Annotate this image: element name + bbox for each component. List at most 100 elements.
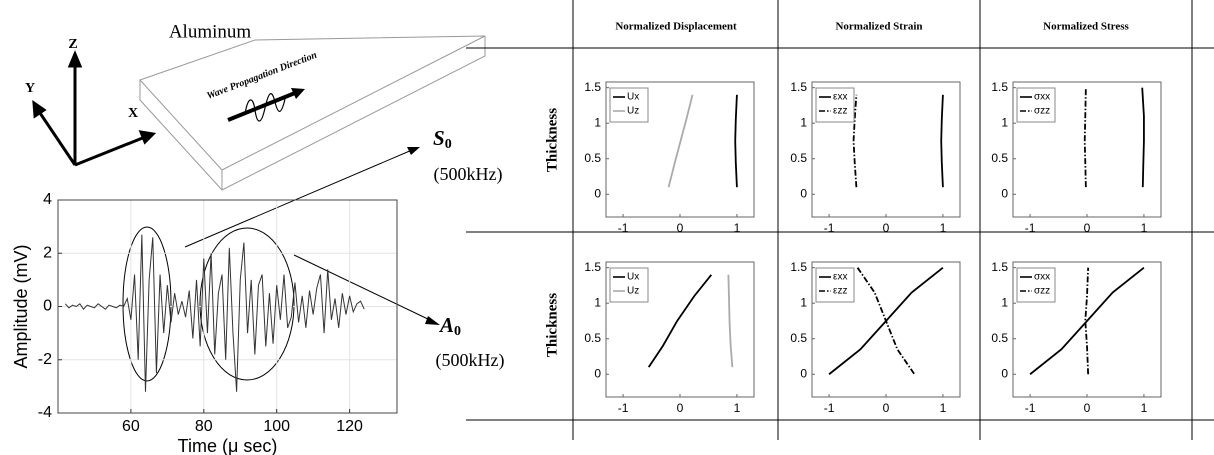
y-tick-label: 1.5 (584, 260, 601, 274)
column-header: Normalized Stress (1043, 21, 1129, 33)
x-tick-label: 0 (677, 401, 684, 415)
coordinate-axes (32, 50, 157, 167)
table-grid (466, 0, 1214, 440)
legend-box (609, 267, 649, 303)
legend-label: εzz (833, 286, 847, 297)
x-tick-label: 1 (940, 401, 947, 415)
legend-label: Uz (627, 106, 639, 117)
axis-y (36, 109, 77, 166)
y-tick-label: 1 (594, 115, 601, 129)
signal-line (64, 234, 365, 392)
y-tick-label: 0.5 (584, 331, 601, 345)
profile-line (1141, 87, 1145, 188)
y-tick-label: 1 (1001, 295, 1008, 309)
y-tick-label: 0 (800, 366, 807, 380)
x-tick-label: 0 (883, 221, 890, 235)
mode-label: S0 (433, 126, 452, 152)
profile-line (1029, 266, 1145, 375)
x-tick-label: 0 (883, 401, 890, 415)
profile-line (667, 94, 694, 188)
legend-label: εxx (833, 272, 847, 283)
x-tick-label: -1 (1025, 221, 1036, 235)
x-tick-label: 1 (1141, 221, 1148, 235)
x-tick-label: 60 (122, 418, 140, 435)
profile-line (852, 94, 858, 188)
mode-frequency: (500kHz) (434, 164, 503, 185)
x-tick-label: 120 (336, 418, 363, 435)
column-header: Normalized Strain (835, 21, 922, 33)
arrow-head (67, 50, 83, 68)
material-label: Aluminum (169, 21, 252, 42)
y-tick-label: 1 (800, 295, 807, 309)
x-tick-label: -1 (618, 401, 629, 415)
x-tick-label: 100 (263, 418, 290, 435)
profile-line (727, 274, 734, 368)
x-tick-label: 1 (1141, 401, 1148, 415)
plate (139, 35, 486, 191)
column-header: Normalized Displacement (615, 21, 737, 33)
y-tick-label: 0.5 (991, 151, 1008, 165)
legend-box (815, 87, 855, 123)
y-tick-label: 1 (594, 295, 601, 309)
x-tick-label: 1 (734, 401, 741, 415)
legend-label: σxx (1034, 92, 1050, 103)
y-tick-label: 0.5 (991, 331, 1008, 345)
x-tick-label: -1 (618, 221, 629, 235)
arrow-head (291, 88, 305, 99)
legend-label: σzz (1034, 106, 1050, 117)
y-tick-label: 2 (43, 244, 52, 261)
x-tick-label: 1 (940, 221, 947, 235)
row-label: Thickness (544, 293, 560, 357)
x-axis-label: Time (μ sec) (178, 436, 278, 455)
y-tick-label: 4 (43, 191, 52, 208)
arrow-head (407, 147, 420, 155)
mode-symbol: A (438, 313, 454, 337)
y-tick-label: 0 (800, 186, 807, 200)
y-tick-label: 1.5 (790, 260, 807, 274)
plot-frame (57, 199, 398, 414)
y-axis-label: Amplitude (mV) (11, 244, 31, 368)
y-tick-label: 0.5 (584, 151, 601, 165)
x-tick-label: -1 (1025, 401, 1036, 415)
y-tick-label: 0 (1001, 366, 1008, 380)
legend-label: Ux (627, 272, 639, 283)
legend-label: σxx (1034, 272, 1050, 283)
axis-label: Z (68, 37, 77, 52)
legend-label: Ux (627, 92, 639, 103)
y-tick-label: 1.5 (991, 80, 1008, 94)
s0-region (122, 226, 172, 382)
pointer-arrow (293, 254, 433, 322)
axis-label: X (128, 106, 138, 121)
y-tick-label: 0.5 (790, 331, 807, 345)
a0-region (199, 227, 295, 381)
profile-line (856, 267, 916, 375)
mode-label: A0 (438, 313, 461, 339)
pointer-arrow (184, 149, 413, 248)
legend-label: Uz (627, 286, 639, 297)
arrow-shaft (227, 91, 296, 122)
profile-line (1083, 87, 1087, 188)
y-tick-label: 1 (800, 115, 807, 129)
axis-x (74, 135, 146, 167)
y-tick-label: 0 (594, 186, 601, 200)
legend-label: εzz (833, 106, 847, 117)
legend-label: σzz (1034, 286, 1050, 297)
row-label: Thickness (544, 108, 560, 172)
arrow-head (32, 99, 47, 119)
legend-box (1016, 267, 1056, 303)
wave-arrow (227, 88, 305, 122)
y-tick-label: 1.5 (991, 260, 1008, 274)
wave-label: Wave Propagation Direction (205, 50, 319, 102)
mode-subscript: 0 (454, 324, 461, 339)
y-tick-label: 0 (594, 366, 601, 380)
profile-line (940, 94, 944, 188)
mode-subscript: 0 (445, 137, 452, 152)
x-tick-label: 0 (1084, 221, 1091, 235)
mode-symbol: S (433, 126, 445, 150)
x-tick-label: -1 (824, 401, 835, 415)
x-tick-label: 80 (195, 418, 213, 435)
x-tick-label: 1 (734, 221, 741, 235)
arrow-head (425, 316, 440, 325)
axis-label: Y (25, 81, 35, 96)
